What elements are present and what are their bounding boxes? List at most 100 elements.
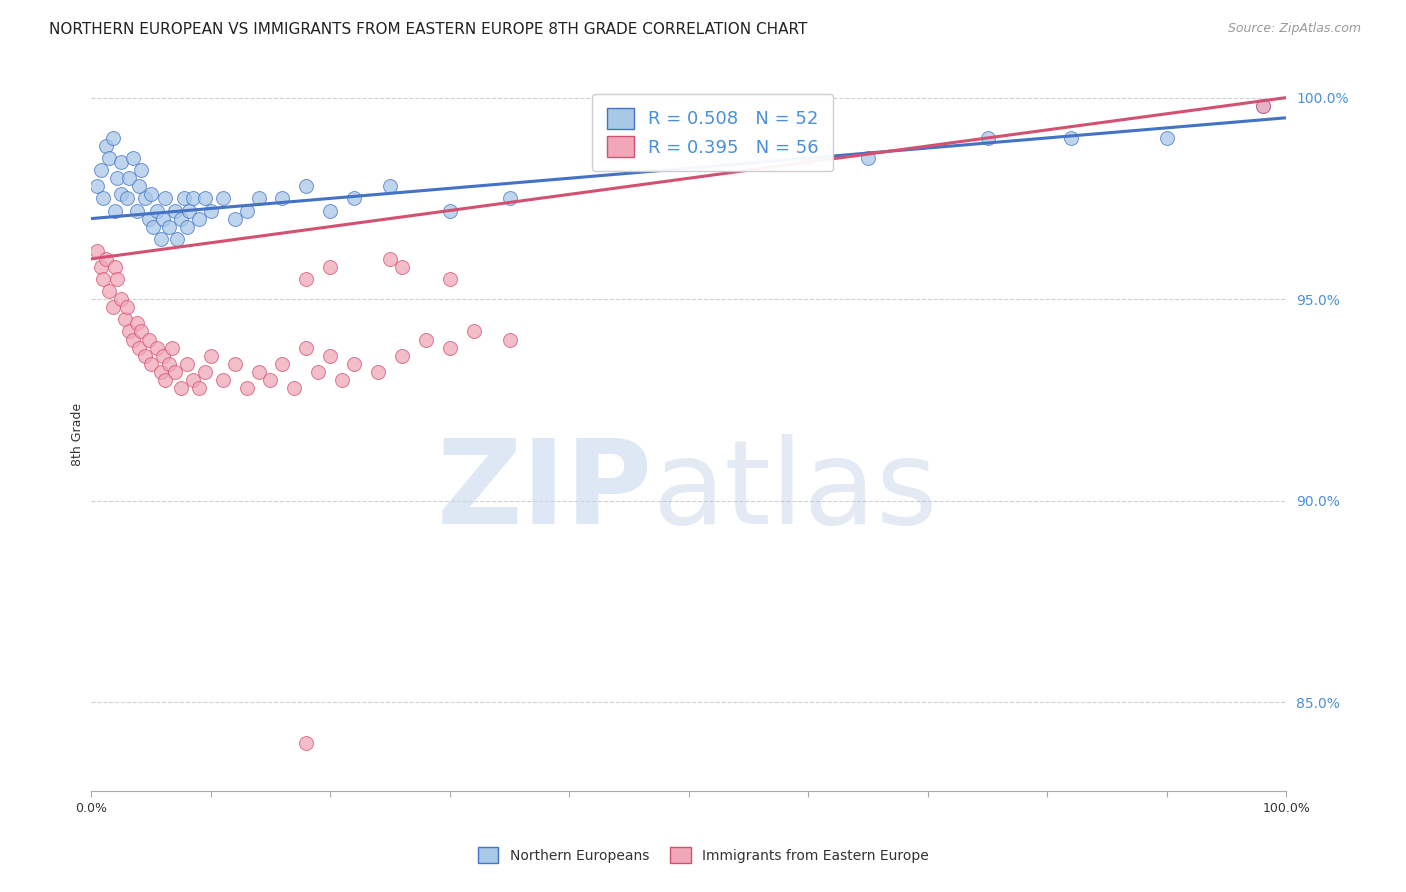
Point	[162, 341, 184, 355]
Point	[976, 131, 998, 145]
Point	[107, 171, 129, 186]
Point	[152, 349, 174, 363]
Point	[378, 252, 401, 266]
Point	[98, 151, 121, 165]
Point	[139, 357, 162, 371]
Point	[1251, 98, 1274, 112]
Point	[1060, 131, 1083, 145]
Point	[118, 325, 141, 339]
Point	[86, 244, 108, 258]
Point	[224, 357, 246, 371]
Point	[122, 333, 145, 347]
Point	[115, 300, 138, 314]
Point	[155, 373, 177, 387]
Point	[391, 260, 413, 274]
Point	[235, 203, 257, 218]
Point	[235, 381, 257, 395]
Point	[330, 373, 353, 387]
Point	[247, 365, 270, 379]
Point	[146, 203, 169, 218]
Point	[110, 292, 132, 306]
Point	[295, 341, 318, 355]
Point	[107, 272, 129, 286]
Point	[295, 736, 318, 750]
Point	[94, 252, 117, 266]
Point	[498, 191, 520, 205]
Text: Source: ZipAtlas.com: Source: ZipAtlas.com	[1227, 22, 1361, 36]
Point	[179, 203, 201, 218]
Point	[90, 163, 112, 178]
Text: atlas: atlas	[652, 434, 938, 549]
Point	[259, 373, 281, 387]
Point	[367, 365, 389, 379]
Point	[224, 211, 246, 226]
Point	[125, 203, 148, 218]
Point	[138, 333, 160, 347]
Point	[343, 357, 366, 371]
Point	[114, 312, 136, 326]
Point	[498, 333, 520, 347]
Point	[91, 272, 114, 286]
Text: NORTHERN EUROPEAN VS IMMIGRANTS FROM EASTERN EUROPE 8TH GRADE CORRELATION CHART: NORTHERN EUROPEAN VS IMMIGRANTS FROM EAS…	[49, 22, 807, 37]
Point	[173, 191, 195, 205]
Point	[146, 341, 169, 355]
Point	[1156, 131, 1178, 145]
Point	[115, 191, 138, 205]
Point	[152, 211, 174, 226]
Point	[176, 219, 198, 234]
Point	[415, 333, 437, 347]
Point	[271, 357, 294, 371]
Point	[463, 325, 485, 339]
Point	[211, 373, 233, 387]
Point	[176, 357, 198, 371]
Point	[295, 179, 318, 194]
Legend: Northern Europeans, Immigrants from Eastern Europe: Northern Europeans, Immigrants from East…	[472, 842, 934, 869]
Point	[131, 163, 153, 178]
Point	[343, 191, 366, 205]
Point	[98, 284, 121, 298]
Point	[181, 373, 204, 387]
Point	[194, 365, 217, 379]
Point	[439, 272, 461, 286]
Point	[104, 203, 127, 218]
Point	[101, 131, 124, 145]
Point	[134, 349, 156, 363]
Legend: R = 0.508   N = 52, R = 0.395   N = 56: R = 0.508 N = 52, R = 0.395 N = 56	[592, 94, 834, 171]
Point	[155, 191, 177, 205]
Point	[110, 155, 132, 169]
Point	[271, 191, 294, 205]
Point	[139, 187, 162, 202]
Point	[391, 349, 413, 363]
Point	[86, 179, 108, 194]
Point	[200, 349, 222, 363]
Point	[200, 203, 222, 218]
Point	[157, 219, 180, 234]
Point	[149, 365, 172, 379]
Point	[307, 365, 329, 379]
Point	[157, 357, 180, 371]
Point	[1251, 98, 1274, 112]
Point	[142, 219, 165, 234]
Point	[170, 381, 193, 395]
Point	[125, 317, 148, 331]
Point	[194, 191, 217, 205]
Point	[439, 203, 461, 218]
Point	[856, 151, 879, 165]
Point	[128, 179, 150, 194]
Point	[131, 325, 153, 339]
Point	[319, 260, 342, 274]
Point	[94, 139, 117, 153]
Point	[181, 191, 204, 205]
Point	[166, 232, 188, 246]
Point	[149, 232, 172, 246]
Text: ZIP: ZIP	[437, 434, 652, 549]
Point	[91, 191, 114, 205]
Point	[110, 187, 132, 202]
Point	[90, 260, 112, 274]
Point	[247, 191, 270, 205]
Point	[439, 341, 461, 355]
Point	[211, 191, 233, 205]
Point	[295, 272, 318, 286]
Point	[163, 203, 186, 218]
Point	[101, 300, 124, 314]
